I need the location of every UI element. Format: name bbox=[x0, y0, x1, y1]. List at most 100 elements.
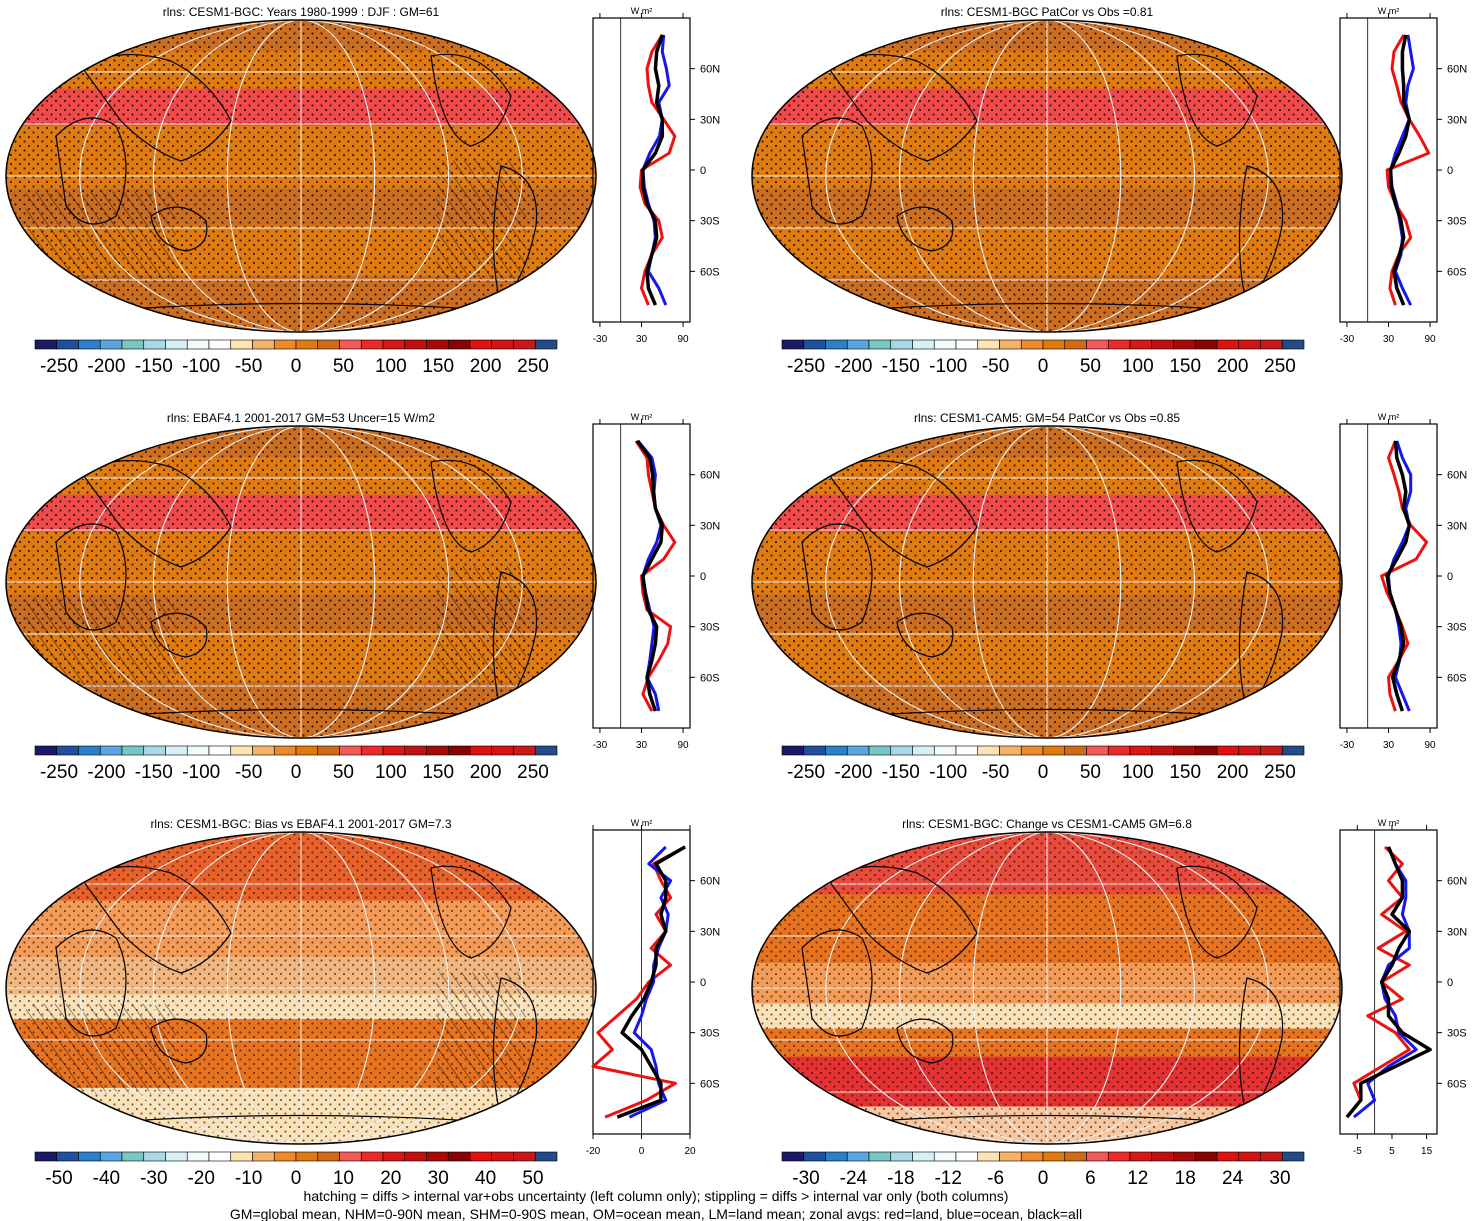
coastline bbox=[1176, 53, 1258, 147]
zonal-plot-r2l: W m² -30 30 90 60N 30N 0 30S 60S bbox=[592, 412, 720, 751]
colorbar: -250 -200 -150 -100 -50 0 50 100 150 200 250 bbox=[34, 745, 558, 783]
zonal-units: W m² bbox=[631, 818, 653, 828]
coastline bbox=[80, 54, 232, 162]
map-border bbox=[5, 425, 597, 739]
coastline bbox=[80, 460, 232, 568]
coastline bbox=[430, 53, 512, 147]
x-tick-label: -30 bbox=[1340, 334, 1355, 345]
colorbar-label: 0 bbox=[291, 356, 302, 377]
colorbar-segment bbox=[1020, 339, 1044, 350]
colorbar-segment bbox=[803, 339, 826, 350]
colorbar-segment bbox=[977, 1151, 1000, 1162]
lat-tick-label: 0 bbox=[1447, 977, 1453, 989]
colorbar-label: 200 bbox=[470, 356, 502, 377]
colorbar-segment bbox=[99, 745, 123, 756]
colorbar-segment bbox=[955, 745, 979, 756]
colorbar-segment bbox=[513, 1151, 536, 1162]
colorbar-label: 0 bbox=[291, 762, 302, 783]
colorbar-segment bbox=[339, 339, 362, 350]
hatching-overlay bbox=[436, 972, 526, 1093]
colorbar-segment bbox=[846, 1151, 870, 1162]
colorbar-segment bbox=[933, 1151, 957, 1162]
colorbar-segment bbox=[143, 1151, 166, 1162]
colorbar-segment bbox=[317, 745, 340, 756]
coastline bbox=[80, 866, 232, 974]
colorbar-label: -100 bbox=[929, 762, 967, 783]
colorbar-segment bbox=[273, 1151, 297, 1162]
colorbar-segment bbox=[868, 1151, 892, 1162]
colorbar-segment bbox=[534, 339, 558, 350]
colorbar-label: 200 bbox=[470, 762, 502, 783]
colorbar-label: -30 bbox=[140, 1168, 167, 1189]
map-border bbox=[5, 831, 597, 1145]
colorbar-label: 10 bbox=[333, 1168, 354, 1189]
longitude-gridline bbox=[153, 832, 449, 1144]
colorbar-label: 100 bbox=[1122, 762, 1154, 783]
colorbar-segment bbox=[469, 1151, 493, 1162]
colorbar-label: -50 bbox=[982, 356, 1009, 377]
panel-r2r: rlns: CESM1-CAM5: GM=54 PatCor vs Obs =0… bbox=[751, 411, 1467, 783]
colorbar-segment bbox=[34, 745, 58, 756]
coastline bbox=[55, 523, 127, 631]
colorbar-segment bbox=[1086, 745, 1109, 756]
colorbar-label: 6 bbox=[1085, 1168, 1096, 1189]
colorbar-segment bbox=[426, 745, 449, 756]
colorbar-segment bbox=[230, 745, 253, 756]
colorbar-segment bbox=[404, 1151, 427, 1162]
colorbar-label: -100 bbox=[182, 356, 220, 377]
colorbar-segment bbox=[933, 745, 957, 756]
colorbar-segment bbox=[1086, 339, 1109, 350]
longitude-gridline bbox=[899, 20, 1195, 332]
colorbar-segment bbox=[208, 745, 232, 756]
colorbar-label: 24 bbox=[1222, 1168, 1244, 1189]
lat-tick-label: 60S bbox=[700, 266, 720, 278]
colorbar-segment bbox=[360, 339, 384, 350]
colorbar-segment bbox=[186, 339, 210, 350]
colorbar-segment bbox=[447, 1151, 471, 1162]
colorbar-label: 250 bbox=[517, 356, 549, 377]
colorbar-label: 200 bbox=[1217, 762, 1249, 783]
colorbar-segment bbox=[230, 339, 253, 350]
colorbar-segment bbox=[1194, 339, 1218, 350]
colorbar-segment bbox=[890, 1151, 913, 1162]
colorbar-segment bbox=[295, 1151, 319, 1162]
colorbar-segment bbox=[186, 1151, 210, 1162]
colorbar-segment bbox=[252, 745, 275, 756]
coastline bbox=[430, 865, 512, 959]
colorbar: -250 -200 -150 -100 -50 0 50 100 150 200 250 bbox=[34, 339, 558, 377]
colorbar-segment bbox=[360, 745, 384, 756]
colorbar-segment bbox=[803, 1151, 826, 1162]
x-tick-label: 5 bbox=[1389, 1146, 1395, 1157]
colorbar-segment bbox=[447, 339, 471, 350]
colorbar: -50 -40 -30 -20 -10 0 10 20 30 40 50 bbox=[34, 1151, 558, 1189]
colorbar-segment bbox=[1281, 745, 1305, 756]
zonal-line-all bbox=[1345, 846, 1432, 1119]
lat-tick-label: 60S bbox=[1447, 672, 1467, 684]
colorbar-label: -50 bbox=[235, 356, 262, 377]
colorbar-label: 12 bbox=[1127, 1168, 1148, 1189]
colorbar-segment bbox=[1173, 339, 1196, 350]
colorbar-segment bbox=[781, 745, 805, 756]
colorbar-label: -24 bbox=[840, 1168, 868, 1189]
x-tick-label: 15 bbox=[1421, 1146, 1433, 1157]
map-r3r bbox=[752, 832, 1342, 1144]
colorbar-segment bbox=[781, 1151, 805, 1162]
hatching-overlay bbox=[26, 597, 176, 688]
map-title: rlns: CESM1-BGC: Years 1980-1999 : DJF :… bbox=[163, 5, 440, 19]
coastline bbox=[150, 1018, 208, 1064]
longitude-gridline bbox=[972, 20, 1122, 332]
colorbar-label: -30 bbox=[792, 1168, 819, 1189]
longitude-gridline bbox=[899, 832, 1195, 1144]
colorbar-segment bbox=[208, 339, 232, 350]
zonal-plot-r3r: W m² -5 5 15 60N 30N 0 30S 60S bbox=[1339, 818, 1467, 1157]
colorbar-label: -18 bbox=[887, 1168, 914, 1189]
colorbar-segment bbox=[491, 745, 514, 756]
lat-tick-label: 30N bbox=[1447, 520, 1467, 532]
colorbar-segment bbox=[1238, 1151, 1261, 1162]
lat-tick-label: 30N bbox=[700, 520, 720, 532]
colorbar-segment bbox=[868, 339, 892, 350]
colorbar-label: -10 bbox=[235, 1168, 262, 1189]
colorbar-segment bbox=[1129, 745, 1153, 756]
map-title: rlns: CESM1-BGC: Change vs CESM1-CAM5 GM… bbox=[902, 817, 1192, 831]
